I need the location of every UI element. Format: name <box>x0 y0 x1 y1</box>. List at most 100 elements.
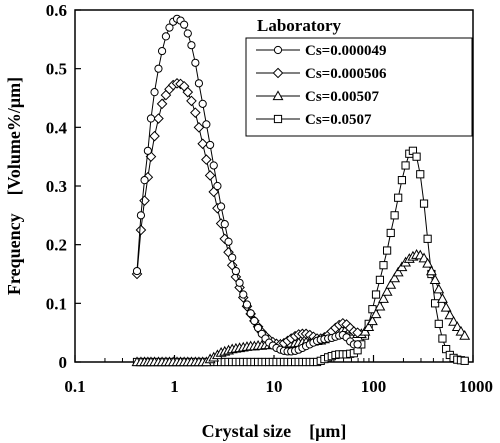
data-point <box>429 274 441 285</box>
data-point <box>149 130 160 142</box>
series-square <box>132 146 469 367</box>
data-point <box>378 293 389 303</box>
data-point <box>228 253 237 262</box>
data-point <box>135 224 147 236</box>
data-point <box>153 113 164 124</box>
data-point <box>416 170 425 179</box>
data-point <box>448 315 460 326</box>
data-point <box>190 107 201 118</box>
data-point <box>201 154 212 165</box>
data-point <box>381 285 393 296</box>
data-point <box>235 278 244 287</box>
y-tick-label: 0.1 <box>46 294 67 313</box>
data-point <box>363 321 375 331</box>
data-point <box>194 79 204 88</box>
data-point <box>193 122 205 133</box>
data-point <box>396 261 408 272</box>
legend-label: Cs=0.000506 <box>305 66 387 82</box>
data-point <box>444 309 456 320</box>
y-tick-label: 0.3 <box>46 177 67 196</box>
data-point <box>132 266 142 276</box>
data-point <box>430 299 440 308</box>
data-point <box>366 315 378 326</box>
legend-box <box>245 37 473 137</box>
data-point <box>156 98 168 110</box>
legend-label: Cs=0.0507 <box>305 112 372 128</box>
data-point <box>186 95 197 107</box>
legend-marker <box>272 90 284 101</box>
data-point <box>139 195 150 206</box>
x-tick-label: 0.1 <box>64 377 85 396</box>
data-point <box>394 193 403 202</box>
x-tick-label: 1000 <box>459 377 493 396</box>
data-point <box>224 237 233 246</box>
data-point <box>379 261 388 270</box>
data-point <box>425 265 437 276</box>
data-point <box>412 152 421 161</box>
data-point <box>154 64 163 73</box>
data-point <box>187 41 196 50</box>
y-tick-label: 0 <box>59 353 68 372</box>
data-point <box>242 300 252 309</box>
legend-title: Laboratory <box>257 16 342 35</box>
data-point <box>401 161 410 170</box>
data-point <box>459 329 471 340</box>
data-point <box>438 334 447 343</box>
series-layer <box>131 14 471 367</box>
data-point <box>146 114 156 123</box>
data-point <box>433 283 445 294</box>
data-point <box>436 293 448 303</box>
data-point <box>460 356 469 365</box>
legend-label: Cs=0.00507 <box>305 89 379 105</box>
legend: Laboratory Cs=0.000049Cs=0.000506Cs=0.00… <box>245 16 473 137</box>
y-tick-label: 0.5 <box>46 60 67 79</box>
x-tick-label: 10 <box>266 377 283 396</box>
data-point <box>370 308 382 319</box>
data-point <box>418 252 430 263</box>
data-point <box>375 275 385 284</box>
data-point <box>419 199 429 208</box>
data-point <box>206 140 215 150</box>
data-point <box>246 309 255 318</box>
data-point <box>231 266 240 276</box>
data-point <box>383 246 392 255</box>
y-axis: 0 0.1 0.2 0.3 0.4 0.5 0.6 <box>46 1 81 372</box>
y-tick-label: 0.2 <box>46 236 67 255</box>
y-tick-label: 0.6 <box>46 1 67 20</box>
data-point <box>422 257 434 268</box>
legend-marker <box>272 67 284 79</box>
data-point <box>161 32 171 41</box>
y-tick-label: 0.4 <box>46 118 68 137</box>
data-point <box>359 325 371 336</box>
data-point <box>140 176 149 185</box>
data-point <box>180 20 189 29</box>
data-point <box>202 120 211 129</box>
data-point <box>197 138 208 150</box>
x-axis-title: Crystal size [μm] <box>202 421 347 441</box>
data-point <box>183 29 192 38</box>
data-point <box>397 176 407 185</box>
data-point <box>191 58 200 67</box>
data-point <box>385 278 397 289</box>
data-point <box>390 211 399 220</box>
legend-marker <box>273 45 283 55</box>
x-tick-label: 100 <box>361 377 387 396</box>
data-point <box>253 323 263 333</box>
x-tick-label: 1 <box>170 377 179 396</box>
data-point <box>213 181 222 191</box>
data-point <box>353 340 362 349</box>
data-point <box>239 290 248 299</box>
y-axis-title: Frequency [Volume%/μm] <box>4 77 24 295</box>
data-point <box>220 220 229 229</box>
data-point <box>157 46 167 56</box>
data-point <box>352 327 363 338</box>
data-point <box>250 316 259 326</box>
data-point <box>392 266 404 277</box>
data-point <box>209 161 218 170</box>
data-point <box>374 300 386 311</box>
data-point <box>389 272 401 283</box>
legend-entries: Cs=0.000049 Cs=0.000506 Cs=0.00507 Cs=0.050… <box>256 43 387 128</box>
data-point <box>440 301 452 312</box>
data-point <box>217 202 226 211</box>
